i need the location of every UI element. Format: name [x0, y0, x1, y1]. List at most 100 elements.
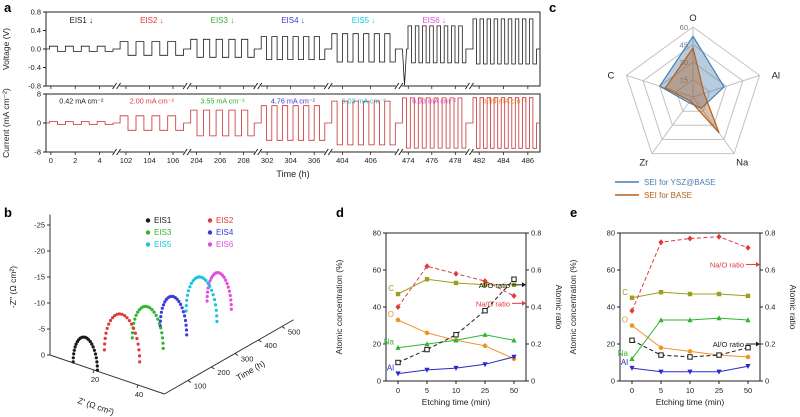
chart-graphic [49, 354, 165, 395]
chart-graphic [90, 342, 94, 346]
chart-text: 102 [120, 156, 133, 165]
chart-graphic [756, 341, 760, 347]
chart-graphic [185, 333, 189, 337]
chart-text: 10 [686, 386, 694, 395]
chart-graphic [154, 313, 158, 317]
chart-graphic [226, 285, 230, 289]
chart-text: 0 [531, 377, 535, 386]
chart-text: 0.8 [765, 229, 775, 238]
chart-graphic [184, 304, 188, 308]
chart-graphic [113, 150, 120, 154]
chart-graphic [424, 263, 430, 270]
chart-text: 500 [288, 328, 301, 337]
chart-graphic [213, 303, 218, 307]
chart-graphic [258, 339, 262, 343]
chart-graphic [257, 105, 329, 141]
chart-text: 306 [308, 156, 321, 165]
radar-axis-label: Al [772, 70, 780, 81]
chart-graphic [469, 148, 474, 156]
chart-text: 0 [377, 377, 381, 386]
series-label: Na [618, 349, 629, 358]
chart-graphic [163, 300, 167, 304]
chart-graphic [629, 295, 635, 300]
chart-graphic [211, 366, 215, 370]
chart-text: 2 [73, 156, 77, 165]
chart-text: 406 [364, 156, 377, 165]
chart-graphic [71, 360, 75, 364]
series-label: C [622, 288, 628, 297]
series-label: O [388, 310, 394, 319]
chart-text: 476 [426, 156, 439, 165]
chart-graphic [328, 33, 399, 63]
chart-graphic [629, 356, 635, 361]
chart-graphic [395, 291, 401, 297]
chart-graphic [207, 230, 213, 235]
chart-graphic [180, 306, 184, 310]
chart-graphic [130, 322, 134, 326]
chart-graphic [482, 278, 488, 285]
chart-text: 0 [41, 351, 45, 360]
chart-graphic [188, 285, 192, 289]
chart-graphic [511, 337, 517, 343]
ratio-label: Al/O ratio [713, 340, 744, 349]
current-density-label: 3.55 mA cm⁻² [200, 97, 245, 106]
chart-graphic [658, 352, 664, 358]
panel-label-c: c [549, 0, 557, 15]
legend-entry: EIS6 [216, 240, 234, 249]
chart-graphic [160, 331, 164, 335]
chart-graphic [395, 304, 401, 310]
chart-graphic [716, 369, 722, 375]
chart-graphic [156, 317, 160, 321]
chart-graphic [716, 352, 722, 358]
right-axis-label: Atomic ratio [554, 285, 564, 330]
chart-graphic [224, 278, 228, 282]
chart-text: -15 [34, 273, 45, 282]
chart-graphic [185, 293, 190, 297]
chart-text: 20 [373, 340, 381, 349]
chart-text: 400 [264, 341, 277, 350]
chart-graphic [453, 365, 459, 371]
chart-text: 80 [607, 229, 615, 238]
x-axis-label: Etching time (min) [422, 397, 491, 407]
chart-text: 45 [680, 41, 688, 50]
chart-text: 50 [744, 386, 752, 395]
chart-graphic [130, 331, 135, 335]
voltage-axis-label: Voltage (V) [1, 28, 11, 70]
chart-graphic [112, 82, 117, 90]
ratio-label: Na/O ratio [476, 299, 510, 308]
eis-label: EIS5 ↓ [352, 16, 376, 25]
eis-label: EIS2 ↓ [140, 16, 164, 25]
x-axis-label: Etching time (min) [656, 397, 725, 407]
chart-graphic [117, 312, 122, 316]
chart-graphic [745, 317, 751, 323]
chart-graphic [112, 148, 117, 156]
chart-graphic [210, 288, 214, 292]
chart-text: 60 [607, 266, 615, 275]
chart-graphic [205, 294, 209, 299]
chart-graphic [186, 82, 192, 90]
chart-graphic [482, 308, 488, 314]
chart-graphic [465, 148, 470, 156]
chart-graphic [113, 84, 120, 88]
radar-axis-label: C [608, 70, 615, 81]
chart-graphic [257, 148, 263, 156]
chart-graphic [687, 291, 693, 297]
chart-graphic [135, 336, 139, 341]
chart-graphic [469, 82, 474, 90]
chart-graphic [687, 317, 693, 323]
chart-graphic [229, 307, 233, 311]
chart-graphic [397, 278, 515, 363]
chart-text: 25 [481, 386, 489, 395]
chart-text: 482 [473, 156, 486, 165]
chart-text: 0.6 [765, 266, 775, 275]
current-density-label: 0.42 mA cm⁻² [59, 97, 104, 106]
chart-text: 478 [449, 156, 462, 165]
chart-graphic [625, 26, 761, 155]
chart-text: 25 [715, 386, 723, 395]
chart-graphic [164, 319, 294, 395]
chart-graphic [257, 36, 329, 60]
panel-b-nyquist-3d-chart: 0 -5 -10 -15 -20 -25 20 40 100 200 300 400 500 -Z'' (… [8, 214, 301, 417]
chart-graphic [205, 299, 209, 303]
chart-graphic [629, 365, 635, 371]
chart-graphic [211, 293, 215, 297]
